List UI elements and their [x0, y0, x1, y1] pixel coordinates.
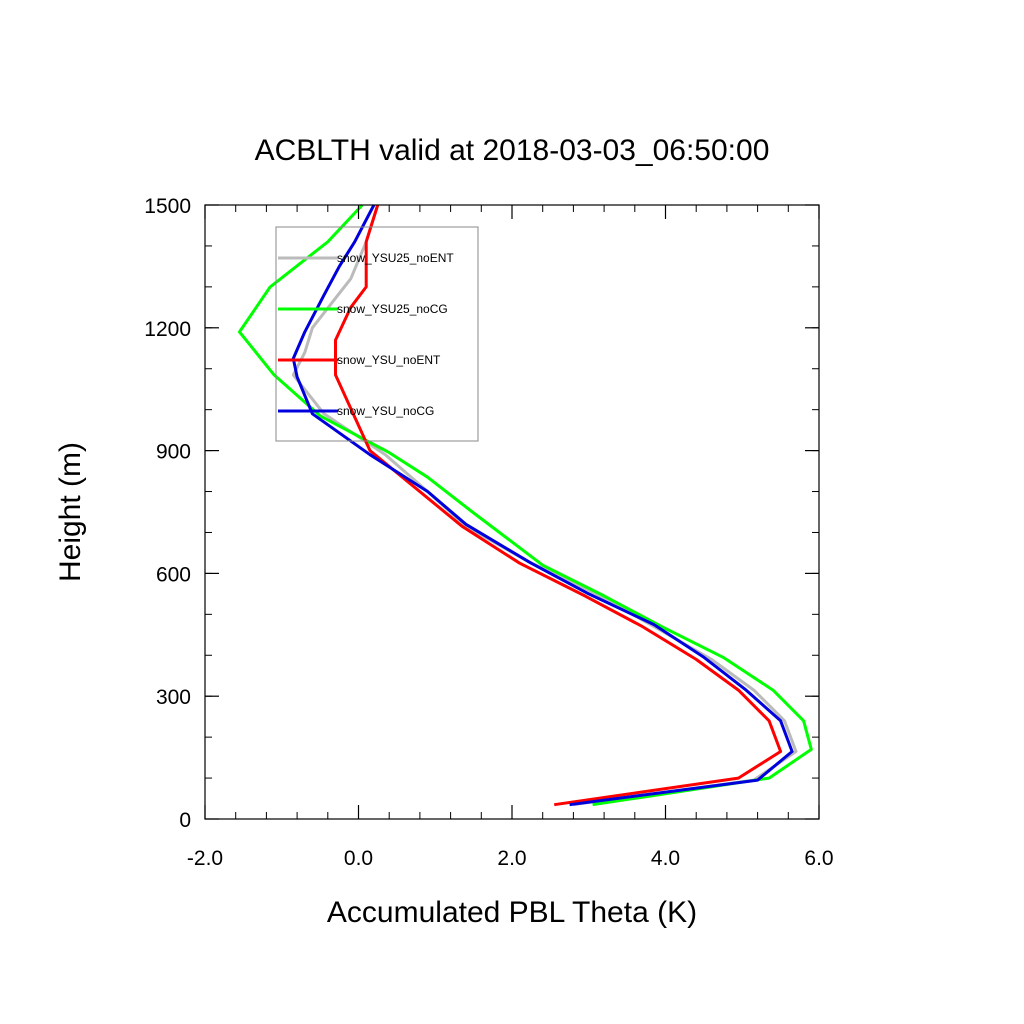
x-tick-label: 4.0 [651, 847, 680, 870]
chart-title: ACBLTH valid at 2018-03-03_06:50:00 [255, 134, 770, 167]
y-tick-label: 300 [156, 686, 191, 709]
legend-label: snow_YSU25_noCG [337, 302, 448, 316]
x-tick-label: 6.0 [804, 847, 833, 870]
x-tick-label: -2.0 [187, 847, 223, 870]
legend-label: snow_YSU25_noENT [337, 251, 454, 265]
axis-ticks: -2.0 0.0 2.0 4.0 6.0 0 300 600 900 1200 1500 [144, 195, 833, 870]
y-axis-label: Height (m) [54, 442, 87, 582]
y-tick-label: 1500 [144, 195, 191, 218]
series-line-snow_YSU25_noENT [291, 204, 798, 807]
legend-label: snow_YSU_noENT [337, 353, 441, 367]
legend: snow_YSU25_noENT snow_YSU25_noCG snow_YSU_… [275, 226, 479, 442]
y-tick-label: 600 [156, 563, 191, 586]
y-tick-label: 900 [156, 441, 191, 464]
plot-frame [204, 204, 820, 820]
plot-lines [238, 203, 813, 807]
series-line-snow_YSU_noENT [334, 204, 783, 807]
x-tick-label: 2.0 [497, 847, 526, 870]
x-axis-label: Accumulated PBL Theta (K) [327, 896, 697, 929]
legend-box [275, 226, 479, 442]
x-tick-label: 0.0 [344, 847, 373, 870]
y-tick-label: 0 [179, 809, 191, 832]
series-line-snow_YSU25_noCG [238, 203, 813, 807]
legend-label: snow_YSU_noCG [337, 404, 434, 418]
series-line-snow_YSU_noCG [291, 204, 794, 807]
y-tick-label: 1200 [144, 318, 191, 341]
